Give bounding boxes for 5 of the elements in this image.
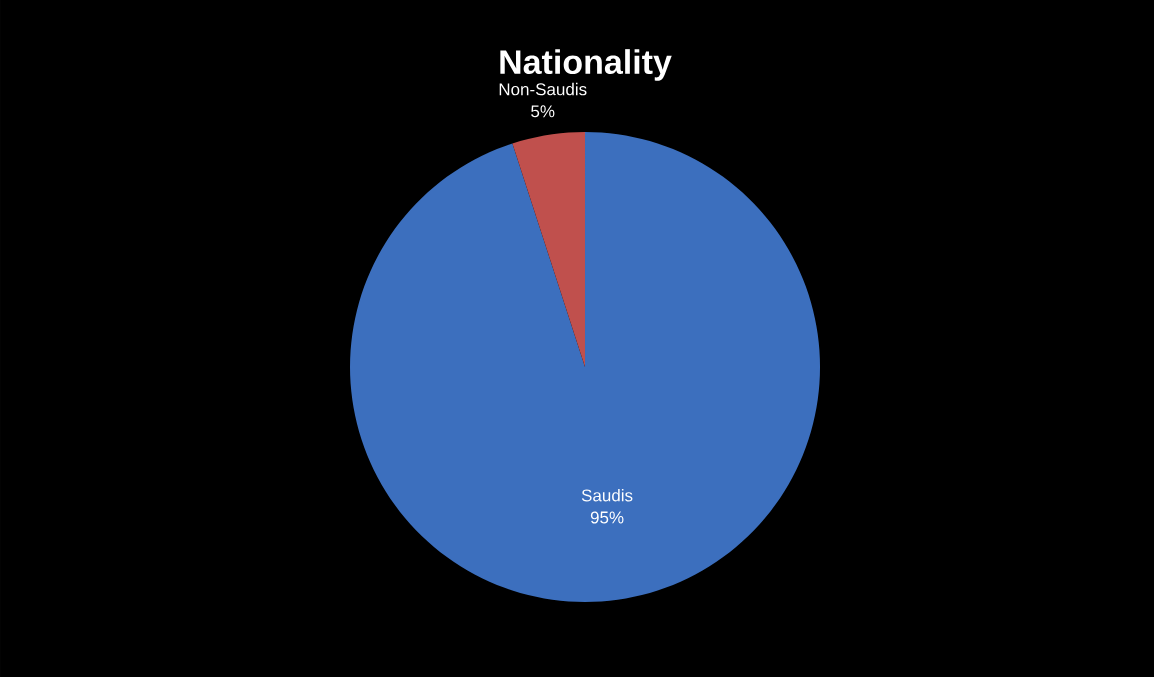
slice-label: Saudis: [581, 489, 633, 502]
data-label: 95%: [590, 511, 624, 524]
slice-label: Non-Saudis: [499, 82, 587, 96]
data-label: 5%: [531, 105, 555, 118]
chart-title: Nationality: [500, 49, 672, 81]
